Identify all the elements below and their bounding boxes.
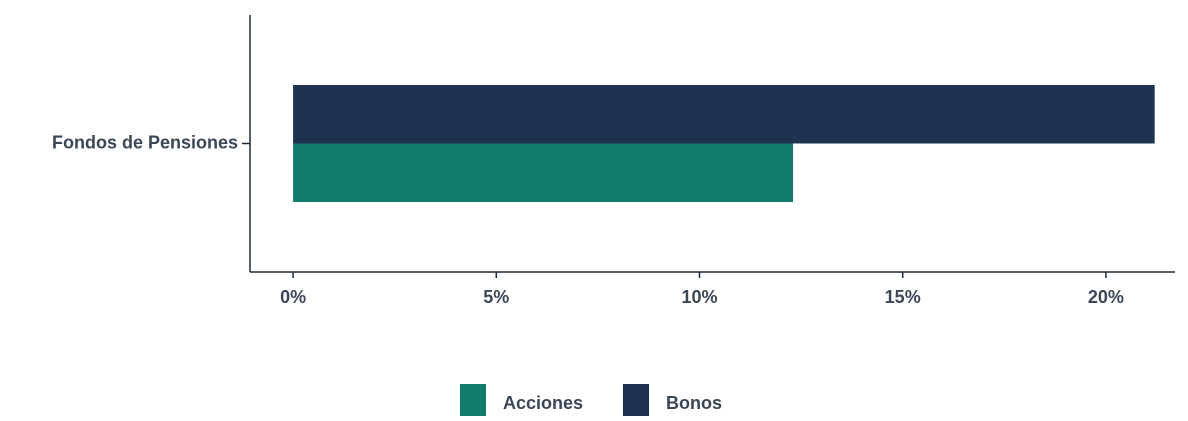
x-tick-label: 15% [885,287,921,307]
bar [293,143,793,202]
legend-swatch [623,384,649,416]
x-tick-label: 20% [1088,287,1124,307]
y-tick-label: Fondos de Pensiones [52,132,238,152]
x-tick-label: 10% [681,287,717,307]
legend-swatch [460,384,486,416]
legend-label: Bonos [666,393,722,413]
x-tick-label: 0% [280,287,306,307]
legend-label: Acciones [503,393,583,413]
bar [293,85,1155,144]
x-tick-label: 5% [483,287,509,307]
